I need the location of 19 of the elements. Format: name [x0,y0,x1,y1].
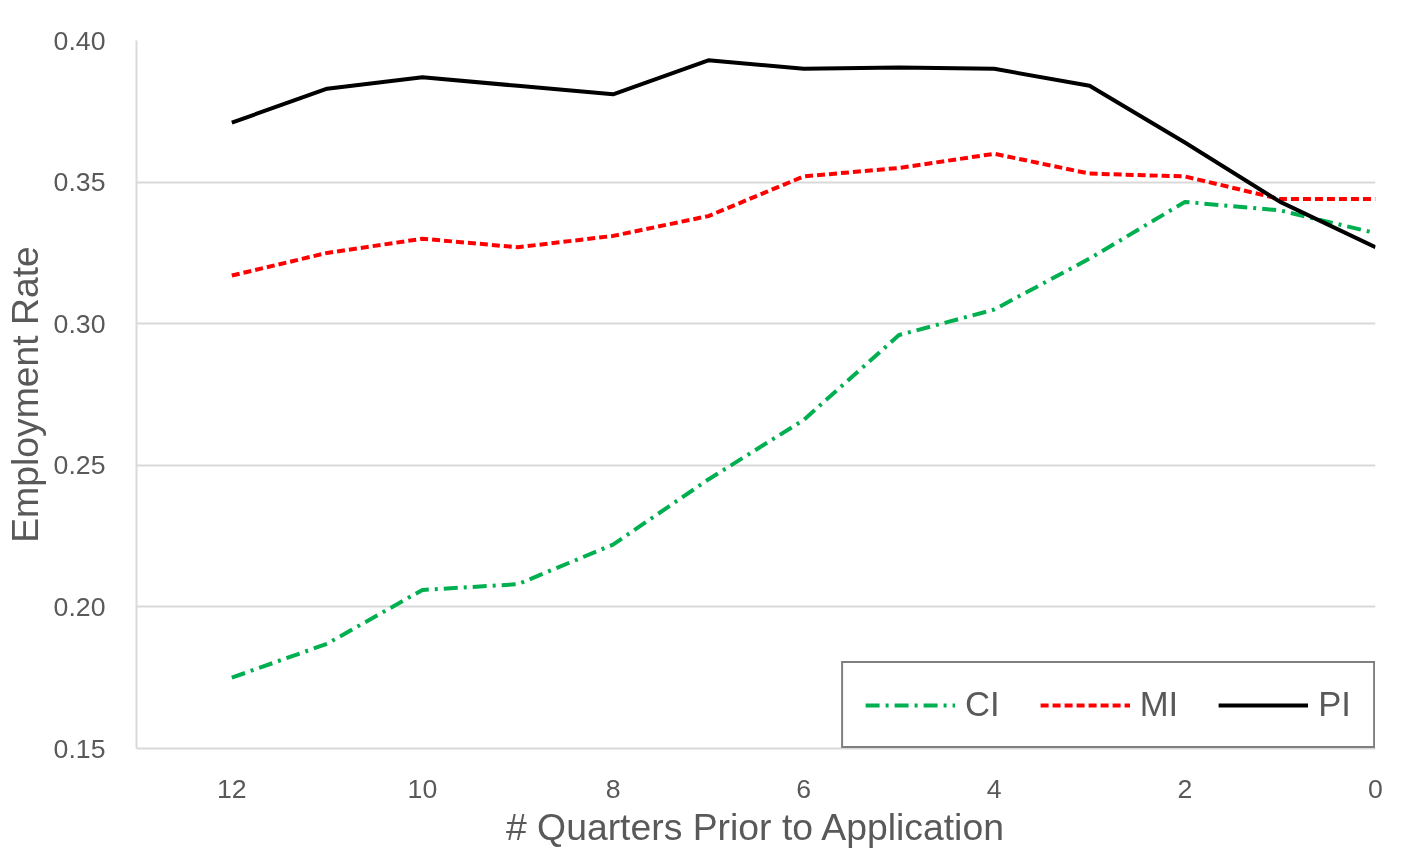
y-tick-label: 0.20 [53,591,106,622]
x-tick-label: 0 [1368,773,1383,804]
legend-label: CI [965,685,1000,724]
y-tick-label: 0.25 [53,450,106,481]
x-tick-label: 6 [796,773,812,804]
y-tick-label: 0.30 [53,308,106,339]
legend-label: PI [1318,685,1351,724]
y-tick-label: 0.35 [53,167,106,198]
y-tick-label: 0.15 [53,733,106,764]
x-axis-title: # Quarters Prior to Application [505,805,1004,848]
y-axis-title: Employment Rate [3,246,46,543]
y-tick-label: 0.40 [53,25,106,56]
x-tick-label: 12 [216,773,247,804]
legend-label: MI [1139,685,1179,724]
x-tick-label: 4 [986,773,1002,804]
x-tick-label: 8 [605,773,621,804]
line-series [229,58,1376,250]
x-tick-label: 10 [407,773,438,804]
x-tick-label: 2 [1177,773,1193,804]
